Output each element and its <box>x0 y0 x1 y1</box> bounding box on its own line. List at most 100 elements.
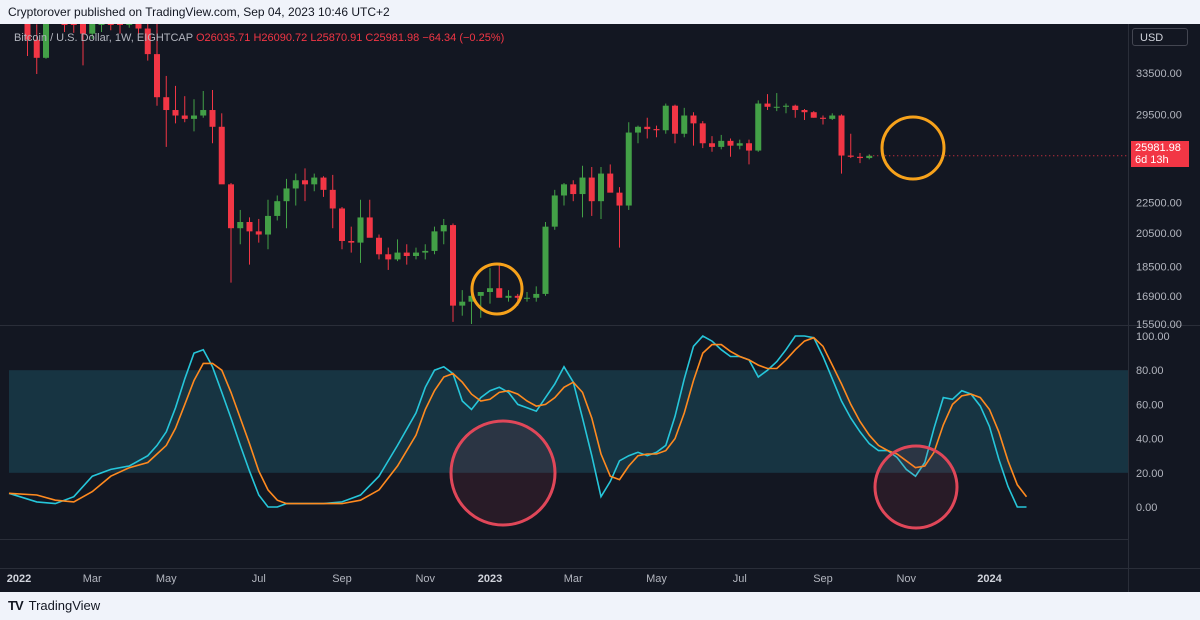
candle <box>644 117 651 139</box>
candle <box>533 286 540 302</box>
candle-body <box>709 143 715 147</box>
candle-body <box>24 24 31 40</box>
candle <box>764 94 771 111</box>
candle-body <box>810 112 817 118</box>
candle-body <box>274 201 281 216</box>
candle <box>681 107 688 138</box>
candle <box>773 93 780 112</box>
candle-body <box>681 115 688 134</box>
candle <box>348 226 355 253</box>
candle <box>690 112 697 146</box>
candle <box>320 176 327 197</box>
candle-body <box>200 110 207 116</box>
time-axis-label: 2023 <box>478 573 502 585</box>
candle <box>61 24 68 32</box>
candle <box>163 75 170 147</box>
price-legend: Bitcoin / U.S. Dollar, 1W, EIGHTCAP O260… <box>14 32 504 44</box>
candle <box>144 24 151 61</box>
candle <box>616 187 623 248</box>
candle-body <box>265 215 271 235</box>
time-axis-label: 2024 <box>977 573 1002 585</box>
candle-body <box>468 295 475 302</box>
candle-body <box>838 115 845 156</box>
candle-body <box>357 217 364 243</box>
candle-body <box>403 252 410 256</box>
candle <box>820 115 826 125</box>
candle-body <box>598 173 604 202</box>
candle <box>265 199 271 250</box>
candle <box>459 290 466 316</box>
currency-button[interactable]: USD <box>1132 28 1188 46</box>
candle <box>376 234 382 260</box>
candle <box>413 247 419 260</box>
candle <box>89 24 96 39</box>
candle-body <box>283 188 290 202</box>
candle <box>292 173 299 206</box>
oscillator-axis-label: 80.00 <box>1136 365 1164 377</box>
legend-high: H26090.72 <box>253 32 308 44</box>
candle <box>450 223 456 322</box>
candle-body <box>292 180 299 189</box>
candle-body <box>385 254 392 260</box>
last-price-countdown: 6d 13h <box>1135 154 1169 166</box>
candle <box>542 222 549 296</box>
candle <box>829 113 836 120</box>
candle-body <box>801 110 808 113</box>
candle <box>505 290 512 302</box>
candle-body <box>135 24 142 29</box>
candle-body <box>496 288 503 298</box>
candle <box>801 108 808 120</box>
candle <box>746 139 752 165</box>
candle-body <box>699 123 706 144</box>
oscillator-highlight-circle <box>449 419 557 527</box>
attribution-bar: Cryptorover published on TradingView.com… <box>0 0 1200 24</box>
candle-body <box>755 103 762 151</box>
tradingview-brand[interactable]: TV TradingView <box>8 598 100 613</box>
candle <box>579 165 586 218</box>
candle-body <box>172 110 179 116</box>
candle-body <box>829 115 836 119</box>
candle-body <box>727 140 734 146</box>
time-axis-label: Mar <box>83 573 102 585</box>
candle-body <box>773 106 780 108</box>
candle-body <box>117 24 123 25</box>
candle <box>43 24 49 59</box>
candle-body <box>459 301 466 306</box>
candle-body <box>736 143 743 146</box>
candle-body <box>376 237 382 255</box>
candle <box>24 24 31 56</box>
tradingview-logo-icon: TV <box>8 598 24 613</box>
candle <box>70 24 77 33</box>
candle <box>607 164 614 193</box>
stoch-rsi-k-line <box>8 334 1027 508</box>
candle-body <box>394 252 401 260</box>
candle-body <box>551 195 558 227</box>
candle <box>847 133 854 159</box>
time-axis-label: Sep <box>332 573 352 585</box>
candle <box>487 268 493 304</box>
last-price-label: 25981.98 6d 13h <box>1131 141 1189 167</box>
candle <box>126 24 133 28</box>
candle <box>699 121 706 149</box>
chart-canvas[interactable]: 33500.00 29500.00 22500.00 20500.00 18500.00… <box>0 24 1200 592</box>
candle-body <box>487 288 493 293</box>
candle <box>329 174 336 229</box>
candle <box>237 209 244 245</box>
candle <box>218 113 225 185</box>
candle <box>551 189 558 230</box>
price-highlight-circle <box>880 115 946 181</box>
candle <box>246 217 253 265</box>
candle-body <box>80 24 86 34</box>
candle-body <box>413 252 419 256</box>
candle <box>524 292 530 302</box>
candle-body <box>820 117 826 119</box>
candle-body <box>847 155 854 157</box>
candle <box>33 24 40 74</box>
candle-body <box>144 28 151 55</box>
candle-body <box>163 97 170 111</box>
time-axis-label: 2022 <box>7 573 31 585</box>
candle-body <box>98 24 105 25</box>
candle-body <box>70 24 77 25</box>
candle <box>588 167 595 216</box>
candle <box>718 134 725 150</box>
